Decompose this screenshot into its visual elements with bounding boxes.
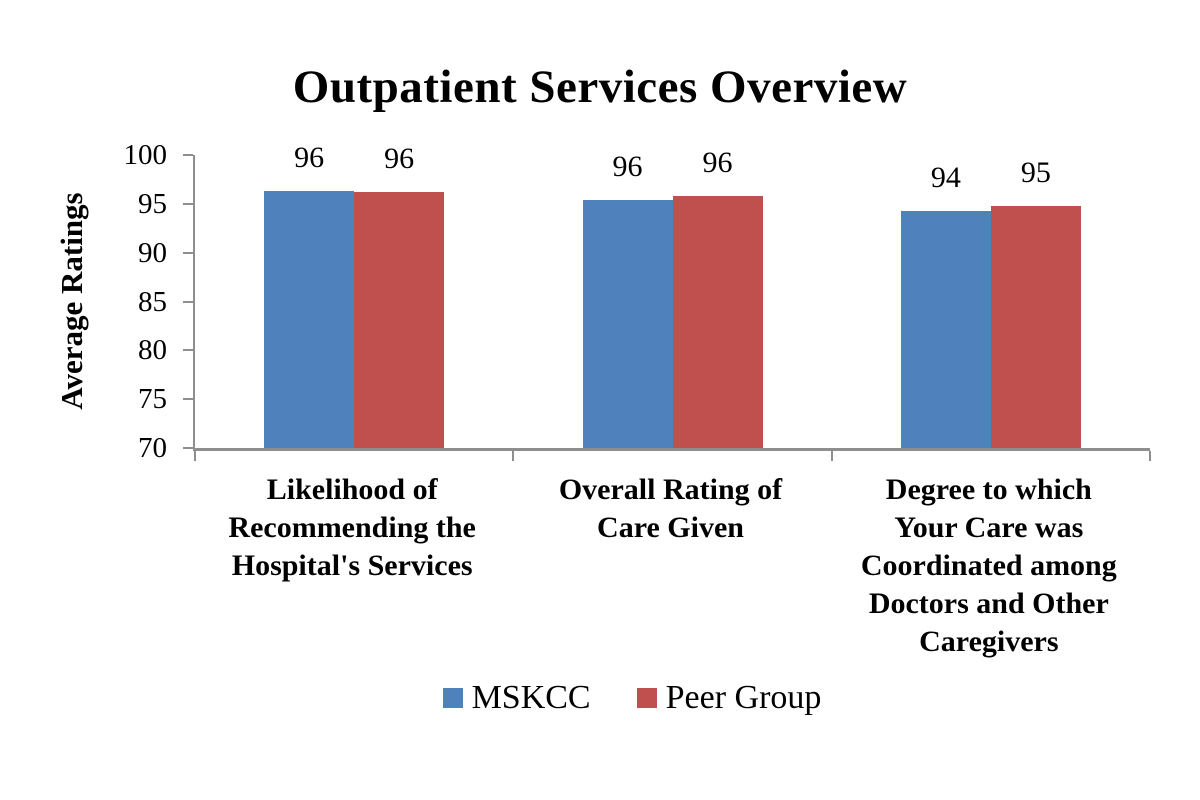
category-label-2: Overall Rating of Care Given: [501, 471, 841, 547]
y-tick-85: [183, 300, 193, 303]
y-tick-label-75: 75: [138, 383, 167, 416]
legend-label-peer-group: Peer Group: [665, 679, 822, 716]
legend-item-peer-group: Peer Group: [636, 679, 822, 717]
x-tick-3: [1149, 451, 1151, 461]
plot-area: 70 75 80 85 90 95 100 96 96 94 96 96 95: [124, 139, 1151, 464]
category-label-line: Recommending the: [228, 511, 476, 544]
legend-swatch-mskcc: [442, 688, 463, 708]
category-label-line: Hospital's Services: [231, 549, 473, 582]
chart-title: Outpatient Services Overview: [292, 61, 908, 113]
y-tick-70: [183, 447, 193, 449]
y-tick-95: [183, 202, 193, 205]
category-label-1: Likelihood of Recommending the Hospital's …: [182, 471, 522, 585]
category-label-line: Likelihood of: [266, 473, 438, 506]
category-label-line: Degree to which: [885, 473, 1092, 506]
y-tick-80: [183, 349, 193, 352]
legend: MSKCC Peer Group: [0, 679, 1200, 717]
category-label-line: Doctors and Other: [868, 587, 1109, 620]
bar-value-label: 96: [294, 140, 325, 174]
category-label-3: Degree to which Your Care was Coordinated …: [819, 471, 1159, 661]
category-label-line: Overall Rating of: [558, 473, 783, 506]
bar-peer-group-group-2: [672, 195, 763, 448]
y-tick-label-85: 85: [138, 285, 167, 318]
category-axis-labels: Likelihood of Recommending the Hospital's …: [0, 471, 1200, 671]
y-tick-75: [183, 398, 193, 401]
bar-peer-group-group-1: [354, 191, 445, 448]
category-label-line: Caregivers: [919, 625, 1059, 658]
y-tick-label-95: 95: [138, 187, 167, 220]
y-tick-label-90: 90: [138, 236, 167, 269]
bar-value-label: 96: [702, 145, 733, 179]
x-tick-2: [830, 451, 833, 461]
bar-value-label: 96: [612, 150, 643, 184]
x-tick-1: [512, 451, 515, 461]
category-label-line: Care Given: [597, 511, 744, 544]
y-tick-label-80: 80: [138, 334, 167, 367]
y-tick-100: [183, 154, 193, 156]
legend-label-mskcc: MSKCC: [471, 679, 591, 716]
category-label-line: Coordinated among: [860, 549, 1117, 582]
bar-mskcc-group-2: [582, 200, 673, 448]
legend-swatch-peer-group: [636, 688, 657, 708]
category-label-line: Your Care was: [894, 511, 1084, 544]
bar-mskcc-group-1: [264, 190, 355, 448]
x-tick-0: [194, 451, 196, 461]
legend-item-mskcc: MSKCC: [442, 679, 591, 717]
bar-value-label: 94: [930, 161, 961, 195]
bar-value-label: 95: [1020, 156, 1051, 190]
bar-peer-group-group-3: [990, 206, 1081, 448]
bar-mskcc-group-3: [900, 211, 991, 448]
y-tick-90: [183, 251, 193, 254]
bar-value-label: 96: [384, 141, 415, 175]
y-tick-label-70: 70: [138, 432, 167, 464]
y-tick-label-100: 100: [123, 139, 168, 171]
